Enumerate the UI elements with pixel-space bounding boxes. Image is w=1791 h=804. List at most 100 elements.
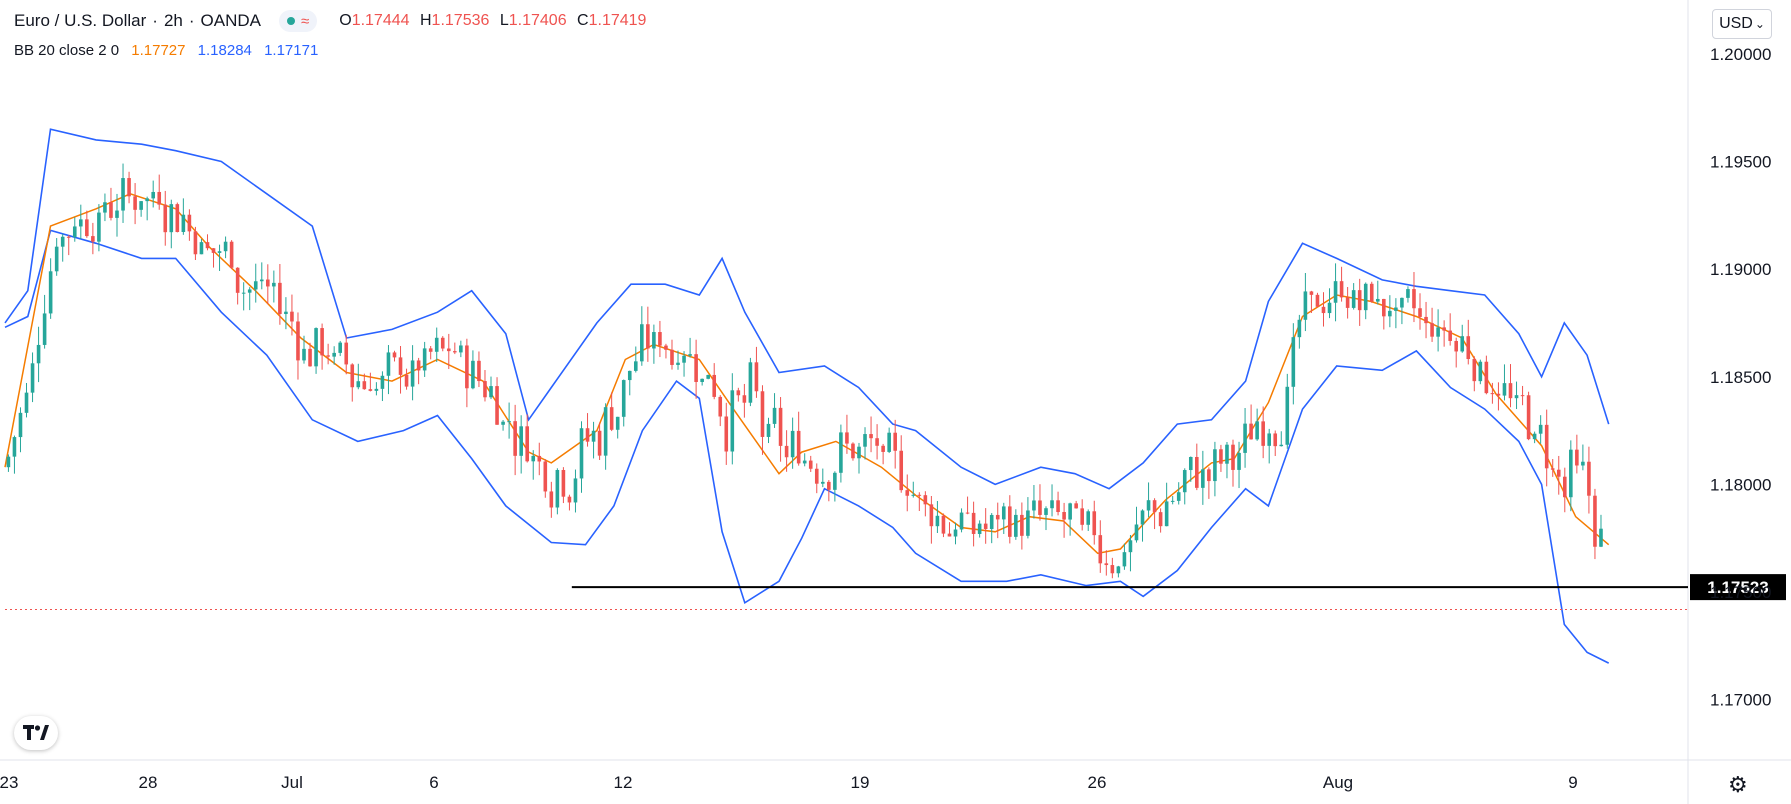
candle-body (700, 378, 704, 382)
candle-body (857, 446, 861, 459)
candle-body (742, 395, 747, 403)
candle-body (151, 191, 155, 199)
candle-body (42, 313, 47, 345)
candle-body (6, 456, 11, 468)
price-tick-label: 1.17000 (1710, 691, 1771, 710)
candle-body (676, 362, 680, 365)
candle-body (247, 289, 252, 293)
candle-body (133, 196, 137, 210)
candle-body (1569, 449, 1573, 498)
candle-body (1152, 500, 1157, 513)
indicator-legend[interactable]: BB 20 close 2 0 1.17727 1.18284 1.17171 (14, 42, 318, 59)
candle-body (875, 438, 879, 446)
candle-body (1496, 393, 1501, 396)
candle-body (1188, 456, 1193, 471)
interval-label[interactable]: 2h (163, 11, 183, 30)
candle-body (1418, 308, 1422, 317)
time-tick-label: Jul (281, 773, 303, 792)
candle-body (1448, 330, 1452, 341)
candle-body (905, 490, 910, 496)
candle-body (881, 445, 885, 452)
candle-body (1400, 297, 1404, 308)
candle-body (1267, 433, 1271, 446)
candle-body (1249, 423, 1253, 440)
candle-body (30, 363, 35, 393)
candle-body (1454, 340, 1459, 352)
lower-band-value: 1.17171 (264, 42, 319, 59)
candle-body (199, 242, 204, 255)
candle-body (513, 421, 517, 456)
candle-body (1556, 469, 1561, 477)
gear-icon[interactable]: ⚙ (1728, 772, 1748, 797)
candle-body (1309, 291, 1314, 295)
candle-body (1484, 361, 1489, 394)
broker-label[interactable]: OANDA (200, 11, 261, 30)
candle-body (1508, 383, 1513, 399)
candle-body (175, 204, 180, 233)
candle-body (1436, 327, 1440, 337)
candle-body (193, 231, 198, 255)
candle-body (724, 416, 729, 452)
candle-body (827, 481, 831, 490)
candle-body (205, 242, 210, 249)
candle-body (1333, 281, 1338, 303)
candle-body (621, 380, 626, 417)
candle-body (211, 248, 216, 253)
candle-body (290, 311, 294, 322)
candle-body (790, 430, 795, 458)
market-open-dot-icon (287, 17, 295, 25)
candle-body (1116, 566, 1121, 574)
candle-body (1086, 511, 1091, 525)
candle-body (314, 328, 318, 367)
open-value: 1.17444 (351, 12, 410, 29)
candle-body (1502, 383, 1507, 396)
candle-body (688, 354, 692, 356)
candle-body (416, 360, 421, 371)
candle-body (121, 178, 125, 211)
candle-body (187, 214, 192, 232)
time-tick-label: 28 (139, 773, 158, 792)
candle-body (839, 432, 843, 473)
currency-button[interactable]: USD ⌄ (1712, 9, 1772, 39)
candle-body (489, 386, 493, 398)
candle-body (145, 198, 149, 202)
candle-body (36, 344, 41, 364)
candle-body (139, 201, 143, 210)
candle-body (507, 421, 511, 423)
candle-body (670, 349, 674, 365)
candle-body (597, 430, 602, 456)
open-label: O (339, 12, 352, 29)
price-tick-label: 1.17500 (1710, 583, 1771, 602)
candles (6, 163, 1603, 579)
symbol-title[interactable]: Euro / U.S. Dollar (14, 11, 147, 30)
candle-body (296, 321, 300, 361)
candle-body (501, 421, 505, 425)
candle-body (525, 426, 530, 462)
candle-body (1327, 302, 1332, 314)
candle-body (85, 219, 89, 237)
candle-body (12, 437, 17, 457)
candle-body (555, 469, 560, 508)
candle-body (157, 191, 162, 205)
candle-body (935, 515, 940, 527)
high-value: 1.17536 (431, 12, 490, 29)
candle-body (440, 337, 445, 349)
candle-body (48, 271, 53, 314)
tradingview-logo[interactable] (14, 716, 58, 750)
candle-body (640, 324, 644, 362)
candle-body (1520, 395, 1525, 397)
candle-body (760, 391, 765, 437)
market-status-pill[interactable]: ≈ (279, 10, 318, 32)
candle-body (229, 241, 234, 268)
candle-body (1472, 359, 1477, 382)
candle-body (338, 342, 342, 353)
candle-body (320, 328, 324, 356)
candle-body (115, 210, 119, 218)
candle-body (326, 355, 330, 357)
candle-body (1562, 476, 1567, 498)
candle-body (820, 481, 825, 484)
time-tick-label: 6 (429, 773, 438, 792)
candle-body (368, 389, 373, 391)
candle-body (609, 407, 614, 430)
